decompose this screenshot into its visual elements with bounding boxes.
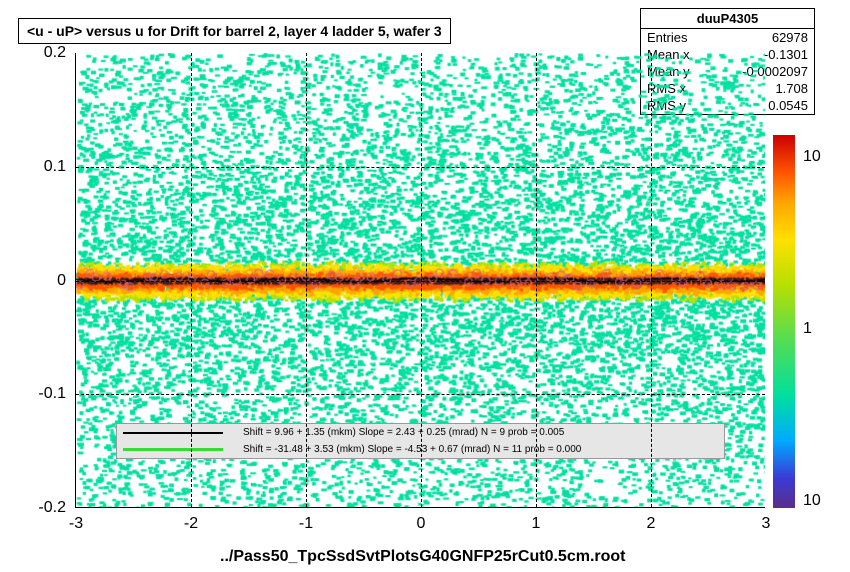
y-tick-label: 0 <box>57 272 66 290</box>
x-tick-label: 1 <box>532 515 541 533</box>
plot-area: Shift = 9.96 + 1.35 (mkm) Slope = 2.43 +… <box>75 53 765 508</box>
stats-value: 1.708 <box>775 81 808 96</box>
root-container: <u - uP> versus u for Drift for barrel 2… <box>0 0 850 572</box>
x-tick-label: 3 <box>762 515 771 533</box>
grid-line-h <box>76 394 765 395</box>
legend-text: Shift = -31.48 + 3.53 (mkm) Slope = -4.5… <box>243 444 581 455</box>
grid-line-h <box>76 281 765 282</box>
colorbar-canvas <box>773 135 795 508</box>
x-tick-label: 0 <box>417 515 426 533</box>
y-tick-label: -0.1 <box>38 385 66 403</box>
stats-label: Entries <box>647 30 687 45</box>
colorbar-tick-label: 1 <box>803 320 812 338</box>
y-tick-label: 0.1 <box>44 158 66 176</box>
colorbar-tick-label: 10 <box>803 148 821 166</box>
stats-value: -0.1301 <box>764 47 808 62</box>
legend-text: Shift = 9.96 + 1.35 (mkm) Slope = 2.43 +… <box>243 427 564 438</box>
x-tick-label: -2 <box>184 515 198 533</box>
footer-path: ../Pass50_TpcSsdSvtPlotsG40GNFP25rCut0.5… <box>220 548 625 566</box>
colorbar-tick-label: 10 <box>803 492 821 510</box>
chart-title: <u - uP> versus u for Drift for barrel 2… <box>18 18 451 44</box>
colorbar: 10110 <box>773 135 795 508</box>
stats-value: 62978 <box>772 30 808 45</box>
stats-value: 0.0545 <box>768 98 808 113</box>
y-tick-label: 0.2 <box>44 44 66 62</box>
grid-line-h <box>76 167 765 168</box>
x-tick-label: -3 <box>69 515 83 533</box>
legend-swatch <box>123 432 223 434</box>
x-tick-label: 2 <box>647 515 656 533</box>
x-tick-label: -1 <box>299 515 313 533</box>
stats-name: duuP4305 <box>641 9 814 29</box>
legend-swatch <box>123 448 223 451</box>
y-tick-label: -0.2 <box>38 499 66 517</box>
stats-row-entries: Entries 62978 <box>641 29 814 46</box>
